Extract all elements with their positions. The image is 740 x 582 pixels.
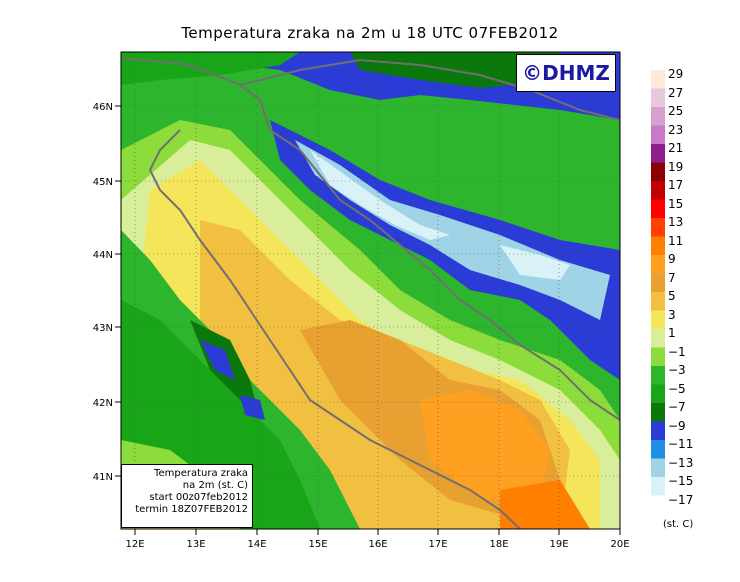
lat-label: 45N [93, 177, 113, 188]
colorbar-swatch [651, 292, 665, 311]
colorbar-swatch [651, 458, 665, 477]
colorbar-label: 7 [668, 270, 676, 285]
colorbar-label: −11 [668, 437, 694, 451]
lat-label: 46N [93, 102, 113, 113]
colorbar-swatch [651, 70, 665, 89]
colorbar-swatch [651, 273, 665, 292]
lat-labels: 46N 45N 44N 43N 42N 41N [93, 102, 113, 483]
lon-label: 20E [610, 539, 629, 550]
lon-label: 18E [489, 539, 508, 550]
lat-label: 43N [93, 323, 113, 334]
lat-label: 41N [93, 472, 113, 483]
lat-label: 42N [93, 398, 113, 409]
colorbar-label: 19 [668, 159, 684, 174]
colorbar-label: −5 [668, 381, 686, 396]
lon-label: 13E [186, 539, 205, 550]
lon-labels: 12E 13E 14E 15E 16E 17E 18E 19E 20E [125, 539, 629, 550]
colorbar-swatch [651, 88, 665, 107]
colorbar-label: −17 [668, 492, 694, 507]
colorbar-label: −7 [668, 400, 686, 414]
lon-label: 19E [549, 539, 568, 550]
info-line: Temperatura zraka [154, 468, 248, 479]
colorbar-swatch [651, 440, 665, 459]
colorbar-swatch [651, 181, 665, 200]
dhmz-logo: ©DHMZ [516, 54, 616, 92]
colorbar-label: −1 [668, 344, 686, 359]
info-line: na 2m (st. C) [182, 480, 248, 491]
colorbar-label: 13 [668, 215, 684, 229]
colorbar-label: −13 [668, 455, 694, 470]
colorbar-swatch [651, 218, 665, 237]
temperature-field [121, 52, 620, 529]
colorbar-label: 25 [668, 104, 684, 118]
colorbar-swatch [651, 421, 665, 440]
colorbar-swatch [651, 162, 665, 181]
colorbar-label: 29 [668, 67, 684, 81]
colorbar-label: 15 [668, 196, 684, 211]
colorbar-swatch [651, 310, 665, 329]
colorbar-swatch [651, 255, 665, 274]
colorbar-units: (st. C) [663, 519, 694, 530]
colorbar-swatch [651, 403, 665, 422]
colorbar-label: 27 [668, 85, 684, 100]
colorbar-label: 11 [668, 233, 684, 248]
colorbar-swatch [651, 125, 665, 144]
colorbar-label: −3 [668, 363, 686, 377]
coastline [121, 57, 620, 529]
colorbar-label: −9 [668, 418, 686, 433]
lon-label: 12E [125, 539, 144, 550]
colorbar-swatch [651, 495, 665, 514]
axis-ticks [115, 105, 621, 535]
colorbar-label: 9 [668, 252, 676, 266]
lon-label: 15E [308, 539, 327, 550]
lat-label: 44N [93, 250, 113, 261]
colorbar-swatch [651, 477, 665, 496]
colorbar-swatch [651, 144, 665, 163]
colorbar [651, 70, 665, 514]
info-box: Temperatura zraka na 2m (st. C) start 00… [121, 464, 253, 528]
colorbar-swatch [651, 366, 665, 385]
lon-label: 16E [368, 539, 387, 550]
colorbar-label: 5 [668, 289, 676, 303]
colorbar-label: 1 [668, 326, 676, 340]
colorbar-label: 17 [668, 178, 684, 192]
info-line: termin 18Z07FEB2012 [135, 504, 248, 515]
map-title: Temperatura zraka na 2m u 18 UTC 07FEB20… [181, 24, 559, 42]
colorbar-swatch [651, 107, 665, 126]
colorbar-label: 23 [668, 122, 684, 137]
colorbar-swatch [651, 384, 665, 403]
lon-label: 17E [428, 539, 447, 550]
colorbar-swatch [651, 199, 665, 218]
info-line: start 00z07feb2012 [149, 492, 248, 503]
colorbar-label: 3 [668, 307, 676, 322]
colorbar-label: −15 [668, 474, 694, 488]
map-frame [120, 51, 621, 530]
colorbar-swatch [651, 347, 665, 366]
colorbar-swatch [651, 236, 665, 255]
colorbar-label: 21 [668, 141, 684, 155]
lon-label: 14E [247, 539, 266, 550]
colorbar-swatch [651, 329, 665, 348]
